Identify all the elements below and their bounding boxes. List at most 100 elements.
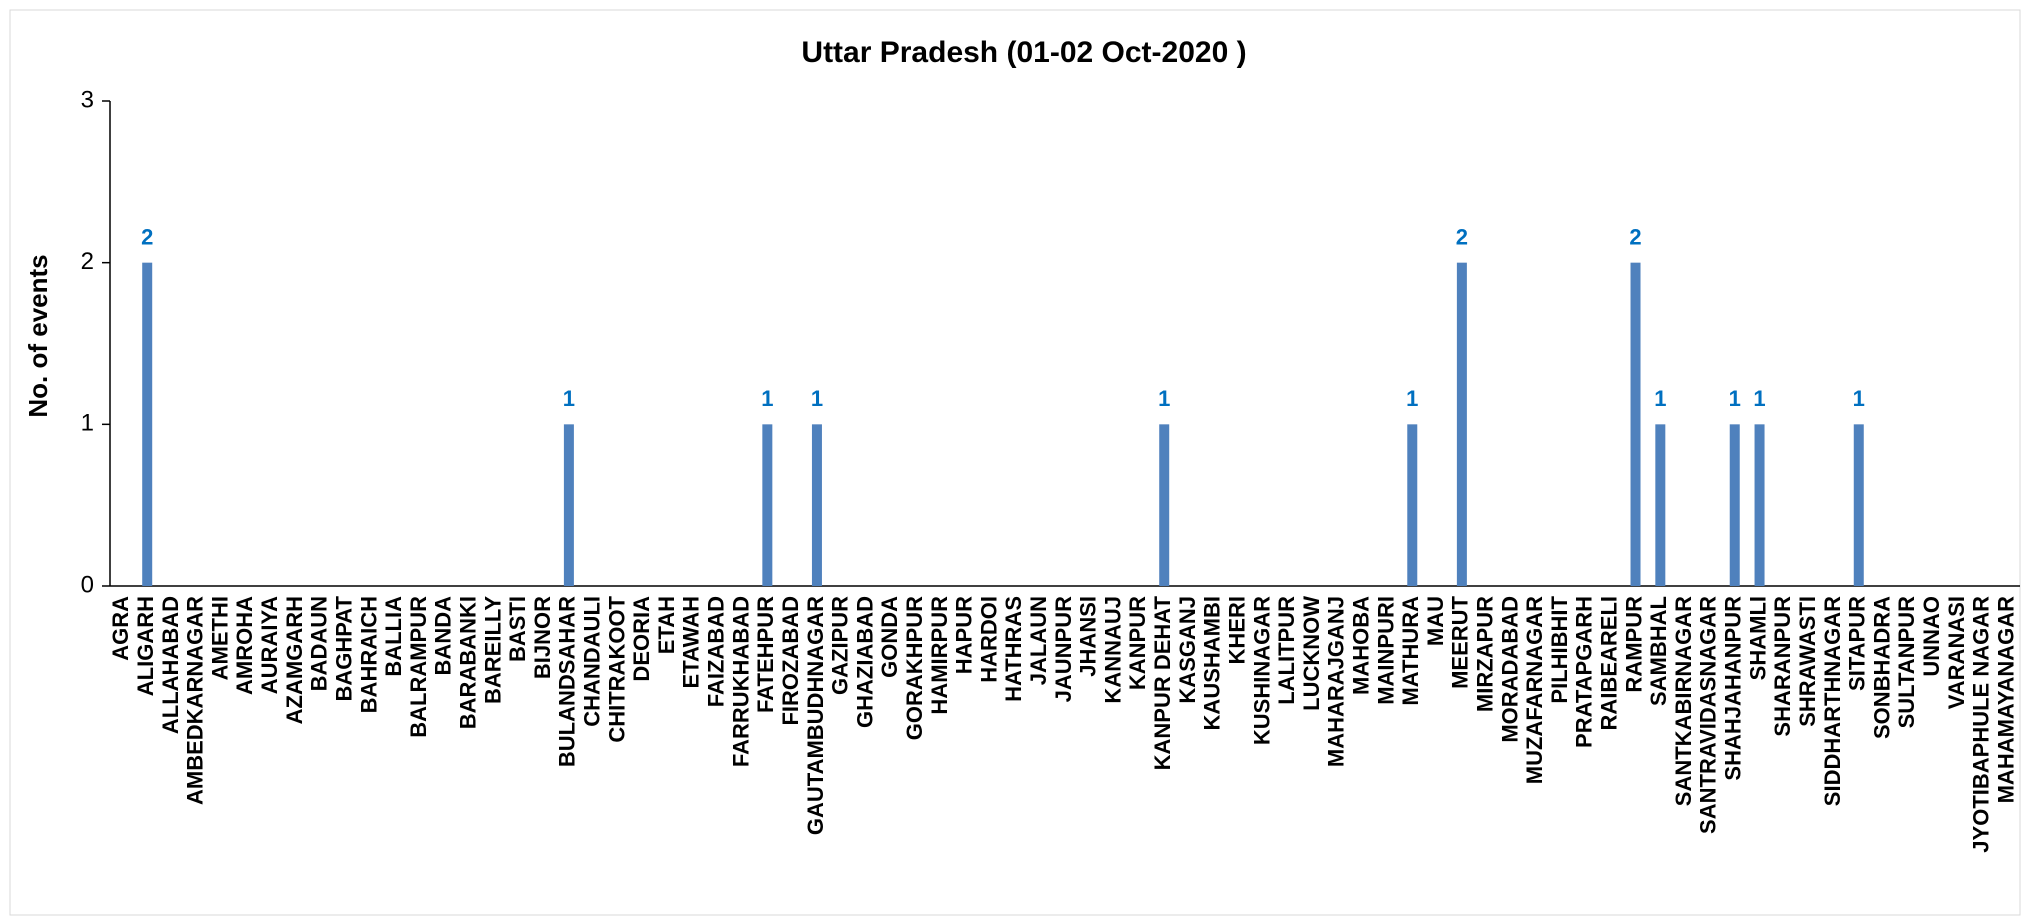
x-tick-label: KUSHINAGAR [1249, 596, 1274, 745]
x-tick-label: BAHRAICH [356, 596, 381, 713]
x-tick-label: RAMPUR [1621, 596, 1646, 693]
x-tick-label: MAINPURI [1373, 596, 1398, 705]
x-tick-label: AZAMGARH [282, 596, 307, 724]
bar [1729, 424, 1740, 586]
y-tick-label: 2 [81, 248, 94, 275]
bar [1630, 262, 1641, 586]
x-tick-label: CHITRAKOOT [604, 595, 629, 742]
x-tick-label: KANPUR DEHAT [1150, 595, 1175, 770]
x-tick-label: FAIZABAD [704, 596, 729, 707]
x-tick-label: PILHIBHIT [1547, 595, 1572, 703]
x-tick-label: MAHOBA [1348, 596, 1373, 695]
x-tick-label: SITAPUR [1845, 596, 1870, 691]
x-tick-label: LUCKNOW [1299, 596, 1324, 711]
bar [811, 424, 822, 586]
x-tick-label: MATHURA [1398, 596, 1423, 706]
chart-title: Uttar Pradesh (01-02 Oct-2020 ) [801, 36, 1246, 69]
bar [1853, 424, 1864, 586]
x-tick-label: ALIGARH [133, 596, 158, 696]
x-tick-label: SHRAWASTI [1795, 596, 1820, 727]
x-tick-label: AMROHA [232, 596, 257, 695]
x-tick-label: AGRA [108, 596, 133, 661]
x-tick-label: HATHRAS [1001, 596, 1026, 702]
x-tick-label: JHANSI [1076, 596, 1101, 677]
x-tick-label: BADAUN [307, 596, 332, 691]
bar [1456, 262, 1467, 586]
bar [1407, 424, 1418, 586]
x-tick-label: MEERUT [1448, 595, 1473, 688]
data-label: 1 [811, 386, 823, 411]
data-label: 1 [1654, 386, 1666, 411]
x-tick-label: BULANDSAHAR [555, 596, 580, 767]
data-label: 1 [563, 386, 575, 411]
bar [762, 424, 773, 586]
x-tick-label: SAMBHAL [1646, 596, 1671, 706]
x-tick-label: KANNAUJ [1100, 596, 1125, 704]
x-tick-label: MUZAFARNAGAR [1522, 596, 1547, 784]
x-tick-label: SONBHADRA [1869, 596, 1894, 739]
data-label: 1 [761, 386, 773, 411]
x-tick-label: BALRAMPUR [406, 596, 431, 738]
x-tick-label: ETAWAH [679, 596, 704, 688]
x-tick-label: HAPUR [952, 596, 977, 674]
x-tick-label: MORADABAD [1497, 596, 1522, 743]
data-label: 1 [1406, 386, 1418, 411]
x-tick-label: KAUSHAMBI [1200, 596, 1225, 730]
bar [142, 262, 153, 586]
x-tick-label: DEORIA [629, 596, 654, 682]
x-tick-label: JAUNPUR [1051, 596, 1076, 702]
x-tick-label: LALITPUR [1274, 596, 1299, 705]
x-tick-label: GAUTAMBUDHNAGAR [803, 596, 828, 835]
x-tick-label: ALLAHABAD [158, 596, 183, 734]
data-label: 1 [1853, 386, 1865, 411]
x-tick-label: KHERI [1224, 596, 1249, 664]
x-tick-label: MAHAMAYANAGAR [1993, 596, 2018, 804]
data-label: 1 [1753, 386, 1765, 411]
y-axis-label: No. of events [23, 254, 53, 417]
x-tick-label: MAU [1423, 596, 1448, 646]
x-tick-label: MAHARAJGANJ [1324, 596, 1349, 767]
x-tick-label: HAMIRPUR [927, 596, 952, 715]
x-tick-label: ETAH [654, 596, 679, 654]
x-tick-label: HARDOI [976, 596, 1001, 683]
x-tick-label: UNNAO [1919, 596, 1944, 677]
x-tick-label: BIJNOR [530, 596, 555, 679]
x-tick-label: SIDDHARTHNAGAR [1820, 596, 1845, 806]
x-tick-label: GONDA [877, 596, 902, 678]
bar [1159, 424, 1170, 586]
x-tick-label: FARRUKHABAD [728, 596, 753, 767]
x-tick-label: GHAZIABAD [852, 596, 877, 728]
x-tick-label: FIROZABAD [778, 596, 803, 726]
x-tick-label: VARANASI [1944, 596, 1969, 709]
x-tick-label: BASTI [505, 596, 530, 662]
x-tick-label: SHAHJAHANPUR [1721, 596, 1746, 781]
x-tick-label: SHARANPUR [1770, 596, 1795, 737]
x-tick-label: BALLIA [381, 596, 406, 677]
x-tick-label: FATEHPUR [753, 596, 778, 713]
bar [563, 424, 574, 586]
x-tick-label: GAZIPUR [828, 596, 853, 695]
x-tick-label: JYOTIBAPHULE NAGAR [1969, 596, 1994, 853]
x-tick-label: GORAKHPUR [902, 596, 927, 740]
y-tick-label: 3 [81, 86, 94, 113]
y-tick-label: 1 [81, 410, 94, 437]
x-tick-label: SANTKABIRNAGAR [1671, 596, 1696, 806]
data-label: 2 [141, 224, 153, 249]
x-tick-label: BARABANKI [455, 596, 480, 729]
x-tick-label: SHAMLI [1745, 596, 1770, 680]
bar [1754, 424, 1765, 586]
x-tick-label: AURAIYA [257, 596, 282, 694]
data-label: 1 [1158, 386, 1170, 411]
x-tick-label: BAGHPAT [331, 595, 356, 701]
x-tick-label: KASGANJ [1175, 596, 1200, 704]
bar [1655, 424, 1666, 586]
x-tick-label: BANDA [431, 596, 456, 676]
chart-border [9, 9, 2021, 916]
x-tick-label: MIRZAPUR [1473, 596, 1498, 712]
x-tick-label: AMBEDKARNAGAR [183, 596, 208, 805]
x-tick-label: CHANDAULI [580, 596, 605, 727]
x-tick-label: SANTRAVIDASNAGAR [1696, 596, 1721, 834]
x-tick-label: RAIBEARELI [1597, 596, 1622, 730]
x-tick-label: SULTANPUR [1894, 596, 1919, 729]
